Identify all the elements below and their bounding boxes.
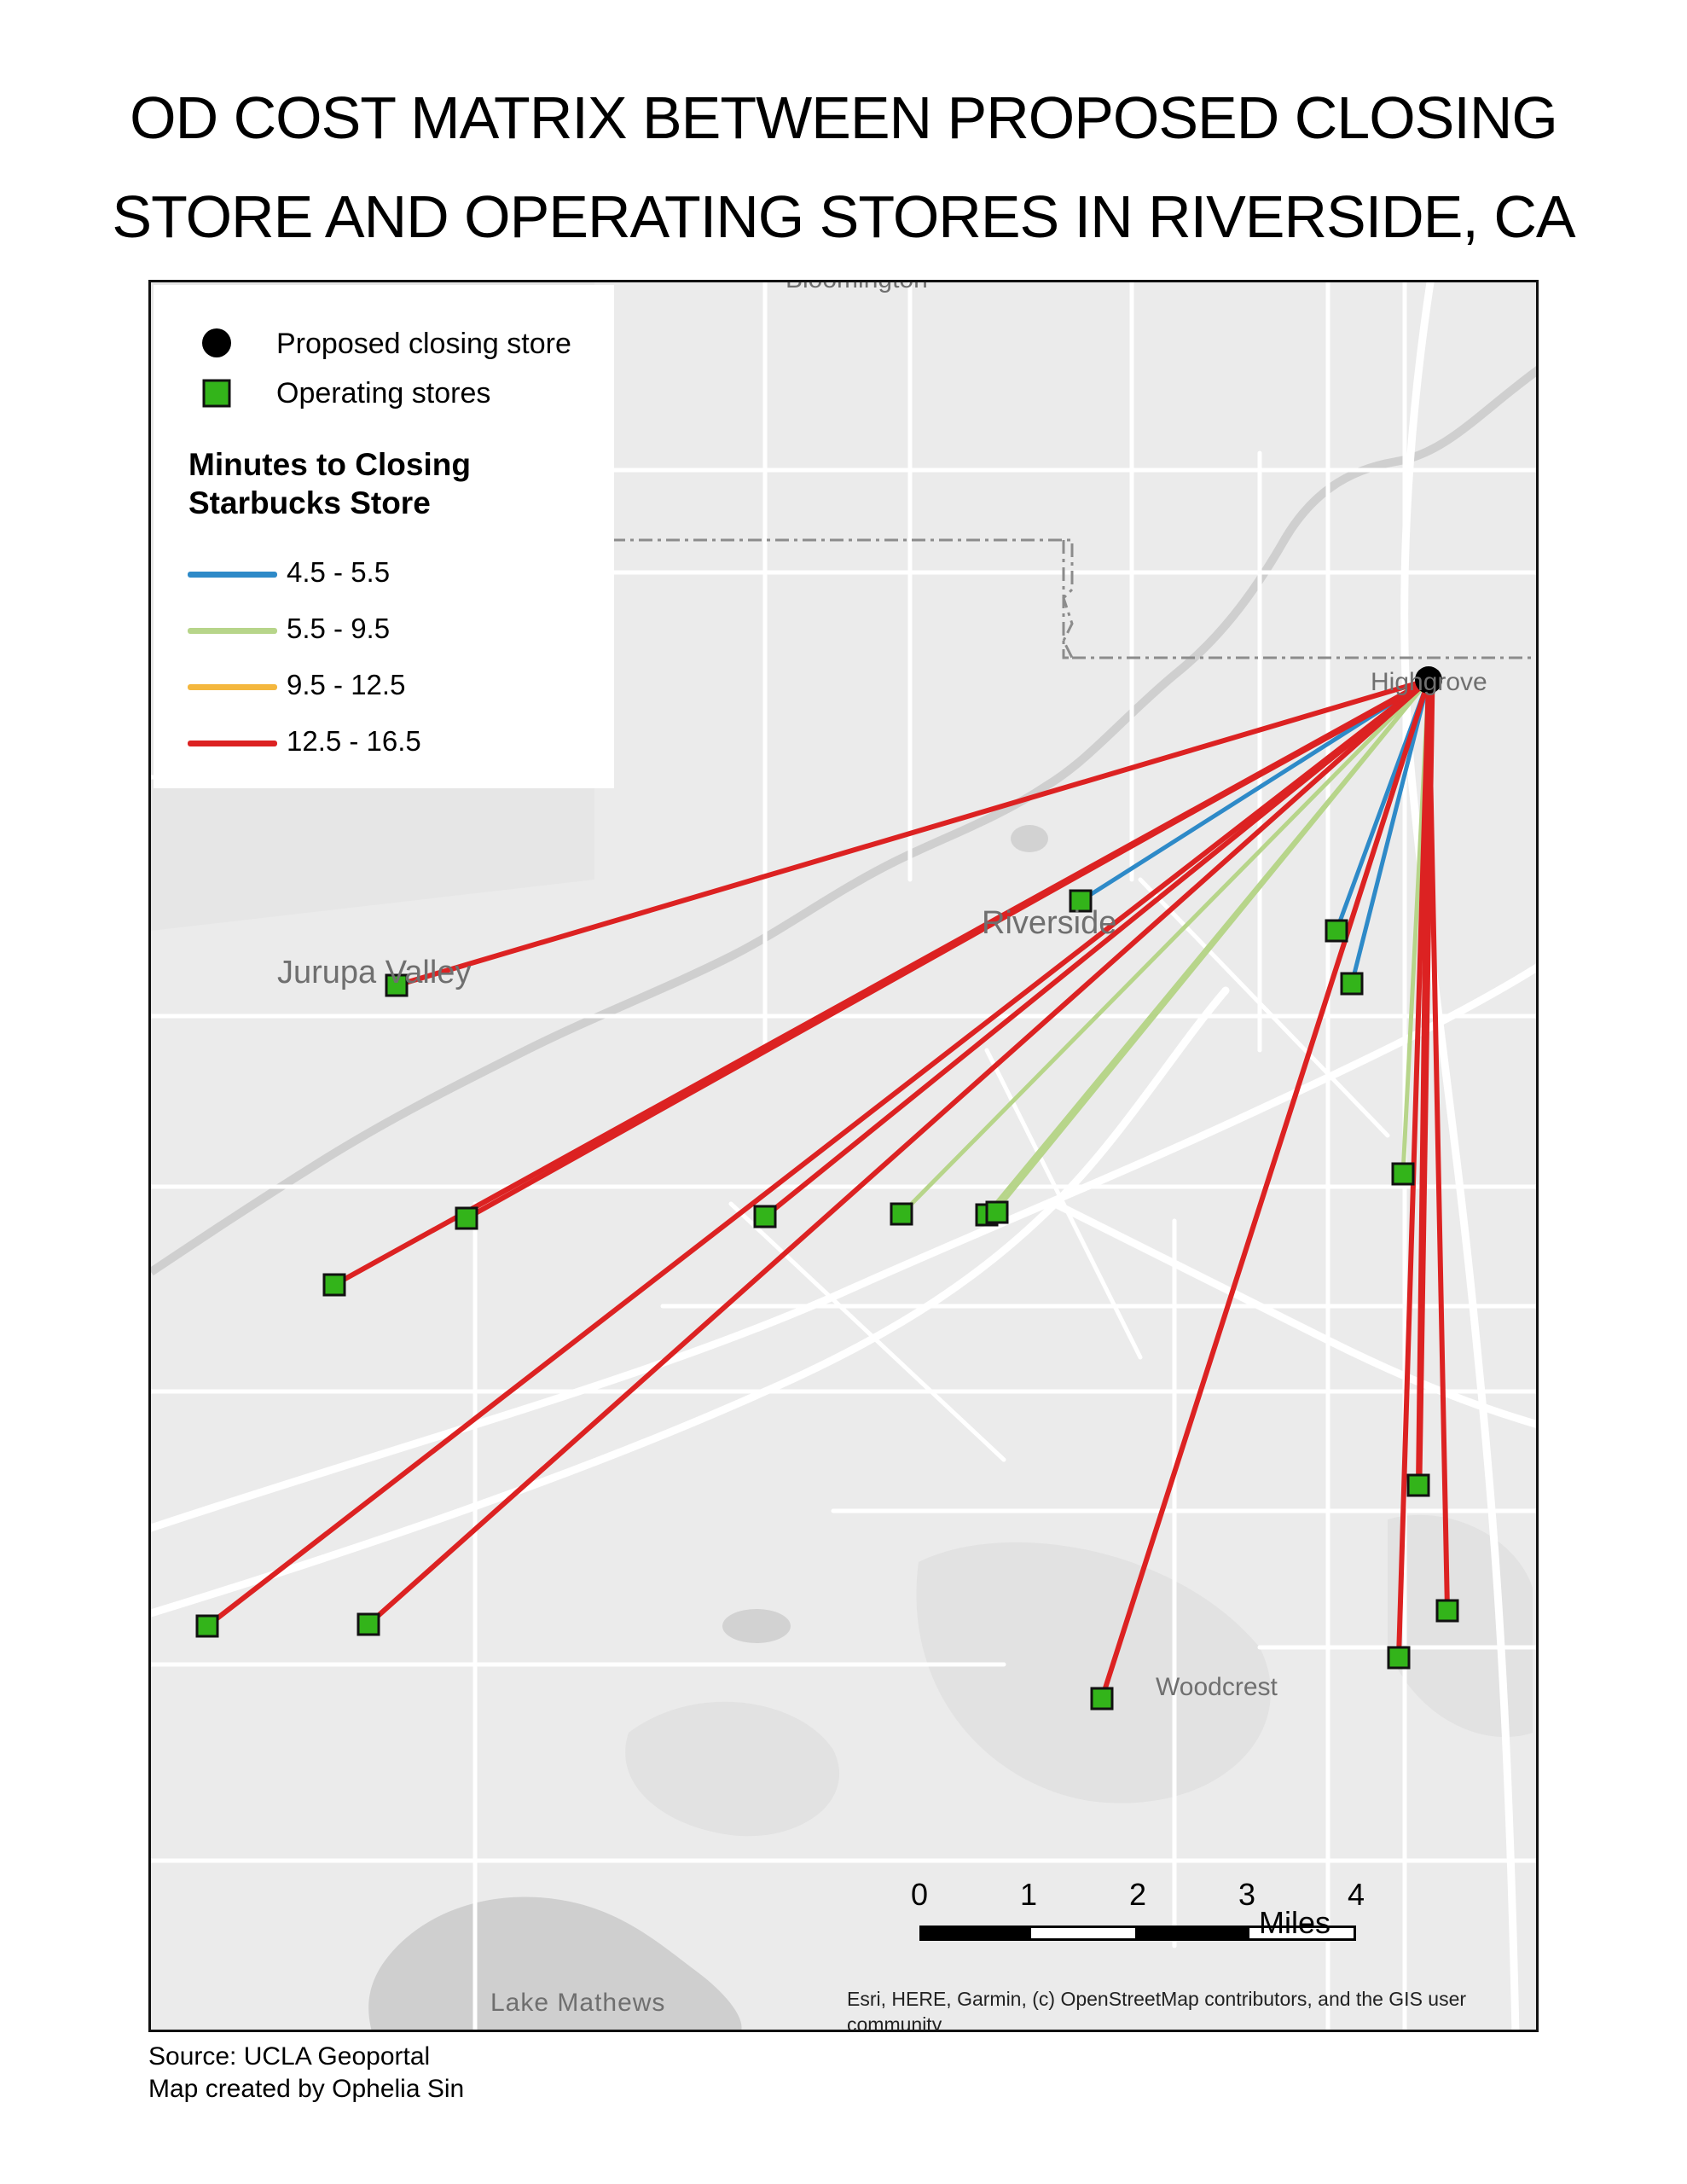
legend-swatch-1	[188, 628, 277, 634]
place-label-lake-mathews: Lake Mathews	[490, 1989, 666, 2017]
footer-author: Map created by Ophelia Sin	[148, 2075, 465, 2103]
operating-store-marker[interactable]	[195, 1614, 219, 1638]
scale-bar: 0 1 2 3 4	[766, 1877, 1365, 1954]
operating-store-marker[interactable]	[1391, 1162, 1415, 1186]
operating-store-marker[interactable]	[385, 973, 409, 997]
operating-store-marker[interactable]	[1325, 919, 1348, 943]
attribution-text: Esri, HERE, Garmin, (c) OpenStreetMap co…	[847, 1988, 1467, 2032]
operating-store-marker[interactable]	[753, 1205, 777, 1228]
lake-mathews-water	[368, 1896, 742, 2030]
operating-store-marker[interactable]	[1387, 1646, 1411, 1670]
operating-store-marker[interactable]	[890, 1202, 913, 1226]
footer-source: Source: UCLA Geoportal	[148, 2042, 431, 2071]
scale-bar-tick-label: 3	[1238, 1877, 1256, 1912]
scale-bar-tick-label: 4	[1347, 1877, 1365, 1912]
legend-operating-label: Operating stores	[276, 377, 491, 410]
operating-store-marker[interactable]	[985, 1200, 1009, 1224]
footer: Source: UCLA Geoportal Map created by Op…	[148, 2041, 464, 2106]
legend-range-label: 5.5 - 9.5	[287, 613, 391, 644]
map-title: OD COST MATRIX BETWEEN PROPOSED CLOSING …	[0, 68, 1687, 266]
scale-bar-segment	[1029, 1926, 1138, 1941]
place-label-woodcrest: Woodcrest	[1156, 1673, 1278, 1701]
place-label-riverside: Riverside	[982, 905, 1117, 941]
od-route-line	[1349, 677, 1431, 986]
od-route-line	[205, 677, 1431, 1629]
map-frame[interactable]: Bloomington Highgrove Riverside Jurupa V…	[148, 280, 1539, 2032]
county-boundary	[1062, 540, 1536, 659]
scale-bar-tick-label: 2	[1128, 1877, 1147, 1912]
closing-store-symbol	[202, 328, 231, 357]
operating-store-marker[interactable]	[357, 1612, 380, 1636]
operating-store-marker[interactable]	[1435, 1599, 1459, 1623]
od-route-line	[1417, 679, 1435, 1479]
place-label-jurupa-valley: Jurupa Valley	[277, 955, 472, 990]
legend-range-label: 12.5 - 16.5	[287, 725, 421, 757]
scale-bar-tick-label: 0	[910, 1877, 929, 1912]
scale-bar-segment	[1138, 1926, 1247, 1941]
od-route-line	[992, 677, 1431, 1215]
title-line-1: OD COST MATRIX BETWEEN PROPOSED CLOSING	[130, 84, 1558, 151]
legend-range-label: 4.5 - 5.5	[287, 556, 391, 588]
operating-store-marker[interactable]	[1406, 1473, 1430, 1497]
legend-range-label: 9.5 - 12.5	[287, 669, 406, 700]
scale-bar-segment	[919, 1926, 1029, 1941]
od-route-line	[1078, 677, 1431, 903]
operating-store-symbol	[202, 379, 231, 408]
legend: Proposed closing store Operating stores …	[154, 285, 614, 788]
od-route-line	[899, 677, 1431, 1217]
scale-bar-tick-label: 1	[1019, 1877, 1038, 1912]
operating-store-marker[interactable]	[1090, 1687, 1114, 1711]
legend-swatch-3	[188, 741, 277, 746]
legend-swatch-2	[188, 684, 277, 690]
od-route-line	[467, 677, 1435, 1214]
pond	[1011, 825, 1048, 852]
legend-heading: Minutes to Closing Starbucks Store	[188, 447, 471, 520]
scale-bar-units: Miles	[1259, 1905, 1331, 1940]
operating-store-marker[interactable]	[1069, 889, 1093, 913]
scale-bar-segment	[1247, 1926, 1356, 1941]
operating-store-marker[interactable]	[455, 1206, 478, 1230]
place-label-bloomington: Bloomington	[786, 282, 928, 294]
closing-store-marker[interactable]	[1415, 666, 1442, 694]
santa-ana-river	[151, 366, 1536, 1276]
od-lines	[205, 677, 1450, 1701]
county-boundary	[612, 538, 1081, 659]
od-route-line	[366, 677, 1431, 1627]
od-route-line	[1099, 677, 1431, 1701]
pond	[722, 1609, 791, 1643]
od-route-line	[394, 677, 1431, 988]
operating-store-marker[interactable]	[1340, 972, 1364, 996]
title-line-2: STORE AND OPERATING STORES IN RIVERSIDE,…	[112, 183, 1575, 250]
legend-closing-label: Proposed closing store	[276, 328, 571, 360]
legend-swatch-0	[188, 572, 277, 578]
operating-store-marker[interactable]	[322, 1273, 346, 1297]
place-label-highgrove: Highgrove	[1371, 668, 1487, 696]
od-route-line	[762, 677, 1431, 1219]
operating-stores	[195, 889, 1459, 1711]
